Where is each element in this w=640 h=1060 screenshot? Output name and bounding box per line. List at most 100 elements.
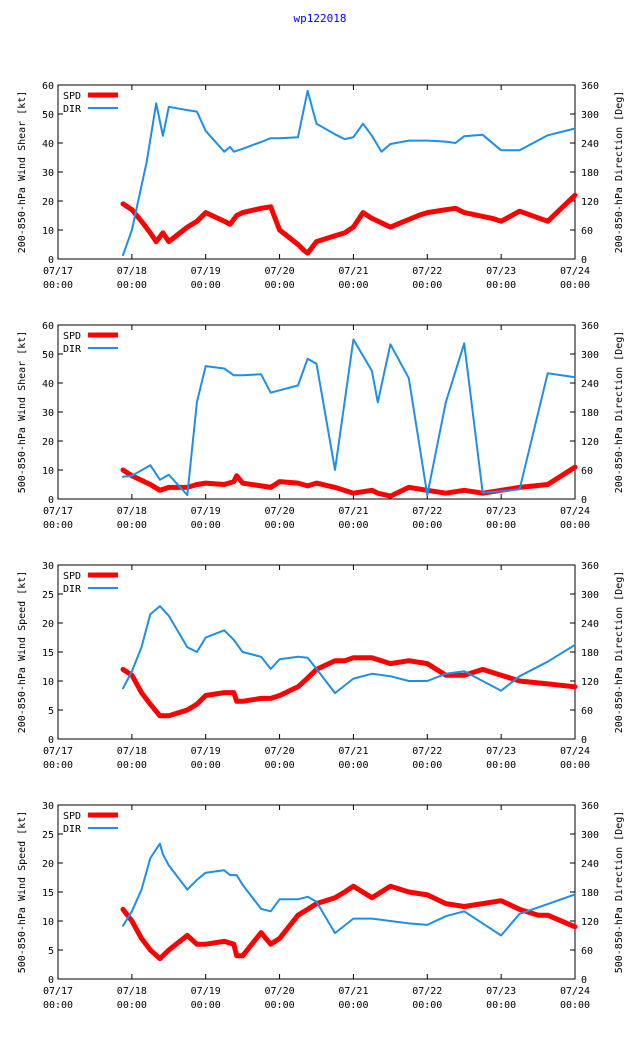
x-tick-time: 00:00 — [412, 760, 442, 771]
x-tick-time: 00:00 — [560, 280, 590, 291]
x-tick-date: 07/24 — [560, 506, 590, 517]
x-tick-date: 07/21 — [338, 986, 368, 997]
y2-tick-label: 300 — [581, 350, 599, 361]
y-tick-label: 30 — [42, 168, 54, 179]
x-tick-time: 00:00 — [117, 760, 147, 771]
x-tick-date: 07/19 — [191, 506, 221, 517]
y2-tick-label: 60 — [581, 226, 593, 237]
y-axis-label: 200-850-hPa Wind Speed [kt] — [17, 571, 28, 734]
x-tick-time: 00:00 — [338, 760, 368, 771]
x-tick-time: 00:00 — [117, 1000, 147, 1011]
y-tick-label: 15 — [42, 888, 54, 899]
y-tick-label: 25 — [42, 590, 54, 601]
y2-tick-label: 60 — [581, 946, 593, 957]
legend-label: DIR — [63, 104, 82, 115]
x-tick-time: 00:00 — [43, 1000, 73, 1011]
x-tick-time: 00:00 — [191, 760, 221, 771]
y-tick-label: 30 — [42, 408, 54, 419]
x-tick-date: 07/19 — [191, 986, 221, 997]
x-tick-date: 07/22 — [412, 266, 442, 277]
spd-series-line — [120, 192, 578, 256]
y-tick-label: 20 — [42, 197, 54, 208]
x-tick-date: 07/21 — [338, 266, 368, 277]
dir-series-line — [122, 842, 576, 937]
y-tick-label: 15 — [42, 648, 54, 659]
x-tick-time: 00:00 — [486, 280, 516, 291]
y2-tick-label: 120 — [581, 197, 599, 208]
x-tick-time: 00:00 — [117, 520, 147, 531]
x-tick-date: 07/18 — [117, 986, 147, 997]
y-tick-label: 30 — [42, 561, 54, 572]
y-axis-label: 500-850-hPa Wind Shear [kt] — [17, 331, 28, 494]
y-tick-label: 60 — [42, 81, 54, 92]
y2-tick-label: 120 — [581, 677, 599, 688]
y-axis-label: 200-850-hPa Wind Shear [kt] — [17, 91, 28, 254]
legend-label: SPD — [63, 811, 81, 822]
y-tick-label: 10 — [42, 917, 54, 928]
y2-tick-label: 240 — [581, 139, 599, 150]
x-tick-date: 07/22 — [412, 506, 442, 517]
y2-tick-label: 120 — [581, 917, 599, 928]
y2-tick-label: 0 — [581, 975, 587, 986]
x-tick-date: 07/20 — [265, 506, 295, 517]
x-tick-date: 07/22 — [412, 986, 442, 997]
y-tick-label: 40 — [42, 379, 54, 390]
y-tick-label: 40 — [42, 139, 54, 150]
y2-tick-label: 60 — [581, 706, 593, 717]
y2-tick-label: 360 — [581, 801, 599, 812]
y-tick-label: 25 — [42, 830, 54, 841]
x-tick-time: 00:00 — [486, 1000, 516, 1011]
legend-label: SPD — [63, 331, 81, 342]
x-tick-time: 00:00 — [265, 760, 295, 771]
x-tick-date: 07/20 — [265, 266, 295, 277]
x-tick-date: 07/24 — [560, 266, 590, 277]
x-tick-time: 00:00 — [117, 280, 147, 291]
y2-axis-label: 200-850-hPa Direction [Deg] — [614, 91, 625, 254]
x-tick-time: 00:00 — [338, 280, 368, 291]
x-tick-time: 00:00 — [486, 760, 516, 771]
y-tick-label: 5 — [48, 946, 54, 957]
x-tick-time: 00:00 — [191, 520, 221, 531]
y-tick-label: 30 — [42, 801, 54, 812]
y2-axis-label: 200-850-hPa Direction [Deg] — [614, 571, 625, 734]
x-tick-time: 00:00 — [265, 280, 295, 291]
legend-label: SPD — [63, 91, 81, 102]
x-tick-date: 07/21 — [338, 506, 368, 517]
x-tick-time: 00:00 — [265, 520, 295, 531]
y-tick-label: 5 — [48, 706, 54, 717]
dir-series-line — [122, 89, 576, 257]
y2-tick-label: 300 — [581, 830, 599, 841]
y2-tick-label: 240 — [581, 379, 599, 390]
y-tick-label: 10 — [42, 226, 54, 237]
y-tick-label: 20 — [42, 437, 54, 448]
y2-tick-label: 180 — [581, 168, 599, 179]
x-tick-date: 07/17 — [43, 506, 73, 517]
y-tick-label: 20 — [42, 619, 54, 630]
y-tick-label: 0 — [48, 735, 54, 746]
x-tick-date: 07/18 — [117, 506, 147, 517]
plot-frame — [57, 84, 576, 260]
spd-series-line — [120, 655, 578, 719]
x-tick-date: 07/20 — [265, 986, 295, 997]
y-tick-label: 10 — [42, 466, 54, 477]
x-tick-date: 07/24 — [560, 746, 590, 757]
dir-series-line — [122, 338, 576, 497]
x-tick-time: 00:00 — [560, 1000, 590, 1011]
x-tick-time: 00:00 — [338, 1000, 368, 1011]
x-tick-time: 00:00 — [191, 1000, 221, 1011]
x-tick-time: 00:00 — [560, 760, 590, 771]
y-tick-label: 20 — [42, 859, 54, 870]
x-tick-time: 00:00 — [486, 520, 516, 531]
spd-series-line — [120, 464, 578, 499]
y2-tick-label: 180 — [581, 648, 599, 659]
x-tick-time: 00:00 — [412, 520, 442, 531]
x-tick-time: 00:00 — [43, 520, 73, 531]
x-tick-date: 07/17 — [43, 746, 73, 757]
x-tick-time: 00:00 — [412, 280, 442, 291]
x-tick-time: 00:00 — [338, 520, 368, 531]
x-tick-date: 07/23 — [486, 266, 516, 277]
x-tick-date: 07/20 — [265, 746, 295, 757]
y-tick-label: 60 — [42, 321, 54, 332]
x-tick-time: 00:00 — [43, 760, 73, 771]
